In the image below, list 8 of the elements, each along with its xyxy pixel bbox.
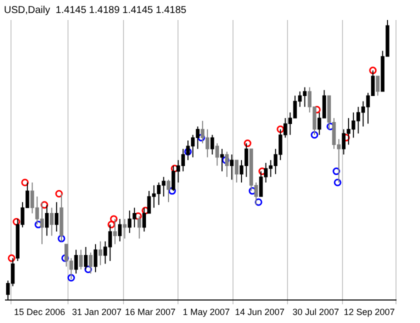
x-tick-label: 1 May 2007 bbox=[182, 307, 230, 318]
x-tick-label: 12 Sep 2007 bbox=[344, 307, 395, 318]
x-tick-label: 31 Jan 2007 bbox=[72, 307, 122, 318]
x-tick-label: 15 Dec 2006 bbox=[14, 307, 66, 318]
x-tick-label: 16 Mar 2007 bbox=[124, 307, 176, 318]
x-tick-label: 30 Jul 2007 bbox=[292, 307, 339, 318]
x-tick-label: 14 Jun 2007 bbox=[234, 307, 285, 318]
chart-title: USD,Daily 1.4145 1.4189 1.4145 1.4185 bbox=[4, 4, 187, 16]
